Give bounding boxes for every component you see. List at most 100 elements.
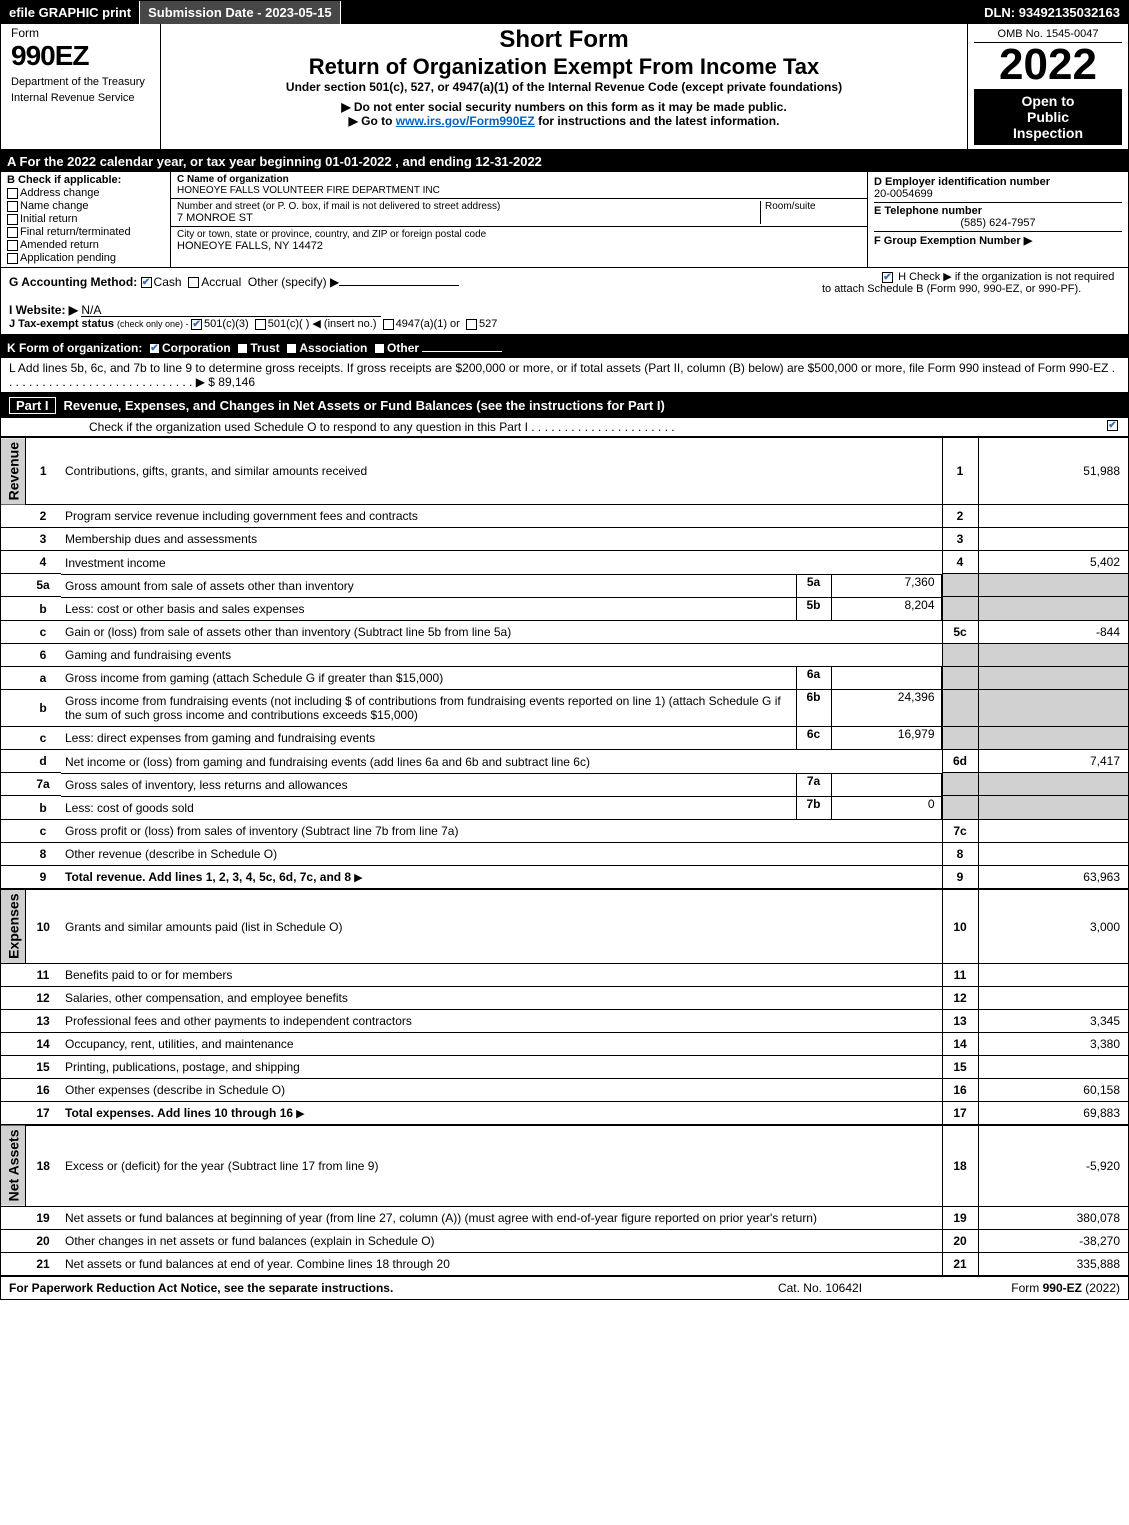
phone-value: (585) 624-7957 [874, 217, 1122, 229]
j-line: J Tax-exempt status (check only one) - 5… [9, 317, 1120, 330]
d-label: D Employer identification number [874, 176, 1122, 188]
k-trust-check[interactable] [237, 343, 248, 354]
e-label: E Telephone number [874, 205, 1122, 217]
row-21: 21 Net assets or fund balances at end of… [1, 1253, 1128, 1276]
b-opt-amended[interactable]: Amended return [7, 239, 164, 251]
section-b: B Check if applicable: Address change Na… [1, 172, 171, 267]
section-def: D Employer identification number 20-0054… [868, 172, 1128, 267]
irs-link[interactable]: www.irs.gov/Form990EZ [396, 114, 535, 128]
row-5a: 5a Gross amount from sale of assets othe… [1, 574, 1128, 597]
j-sub: (check only one) - [117, 319, 191, 329]
section-c: C Name of organization HONEOYE FALLS VOL… [171, 172, 868, 267]
website-value: N/A [81, 303, 381, 317]
paperwork-notice: For Paperwork Reduction Act Notice, see … [9, 1281, 720, 1295]
row-15: 15 Printing, publications, postage, and … [1, 1056, 1128, 1079]
form-header: Form 990EZ Department of the Treasury In… [1, 24, 1128, 151]
inspection-box: Open to Public Inspection [974, 89, 1122, 145]
ein-value: 20-0054699 [874, 188, 1122, 200]
g-cash-check[interactable] [141, 277, 152, 288]
inspection-3: Inspection [976, 125, 1120, 141]
goto-note: ▶ Go to www.irs.gov/Form990EZ for instru… [169, 114, 959, 128]
row-10: Expenses 10 Grants and similar amounts p… [1, 889, 1128, 964]
dln-value: 93492135032163 [1019, 5, 1120, 20]
b-opt-final[interactable]: Final return/terminated [7, 226, 164, 238]
row-14: 14 Occupancy, rent, utilities, and maint… [1, 1033, 1128, 1056]
val-1: 51,988 [978, 438, 1128, 505]
h-check[interactable] [882, 272, 893, 283]
row-16: 16 Other expenses (describe in Schedule … [1, 1079, 1128, 1102]
efile-print-label[interactable]: efile GRAPHIC print [1, 1, 140, 24]
arrow-icon [293, 1106, 305, 1120]
row-18: Net Assets 18 Excess or (deficit) for th… [1, 1125, 1128, 1206]
section-l: L Add lines 5b, 6c, and 7b to line 9 to … [1, 358, 1128, 393]
k-other-input[interactable] [422, 338, 502, 352]
h-text: H Check ▶ if the organization is not req… [822, 271, 1114, 295]
row-17: 17 Total expenses. Add lines 10 through … [1, 1102, 1128, 1126]
k-corp-check[interactable] [149, 343, 160, 354]
header-left: Form 990EZ Department of the Treasury In… [1, 24, 161, 149]
g-label: G Accounting Method: [9, 275, 137, 289]
page-footer: For Paperwork Reduction Act Notice, see … [1, 1275, 1128, 1299]
row-20: 20 Other changes in net assets or fund b… [1, 1230, 1128, 1253]
c-name-box: C Name of organization HONEOYE FALLS VOL… [171, 172, 867, 199]
g-other-input[interactable] [339, 272, 459, 286]
part1-header: Part I Revenue, Expenses, and Changes in… [1, 393, 1128, 418]
j-501c-check[interactable] [255, 319, 266, 330]
form-990ez-page: efile GRAPHIC print Submission Date - 20… [0, 0, 1129, 1300]
j-4947-check[interactable] [383, 319, 394, 330]
side-expenses: Expenses [1, 889, 25, 964]
c-street-box: Number and street (or P. O. box, if mail… [171, 199, 867, 227]
room-label: Room/suite [761, 201, 861, 224]
row-3: 3 Membership dues and assessments 3 [1, 528, 1128, 551]
goto-pre: ▶ Go to [349, 114, 396, 128]
part1-title: Revenue, Expenses, and Changes in Net As… [64, 398, 665, 413]
part1-check-text: Check if the organization used Schedule … [9, 420, 675, 434]
c-label: C Name of organization [177, 174, 861, 185]
l-amount: 89,146 [218, 375, 255, 389]
j-527-check[interactable] [466, 319, 477, 330]
form-word: Form [11, 26, 154, 40]
part1-grid: Revenue 1 Contributions, gifts, grants, … [1, 437, 1128, 1275]
header-mid: Short Form Return of Organization Exempt… [161, 24, 968, 149]
city-label: City or town, state or province, country… [177, 229, 861, 240]
e-box: E Telephone number (585) 624-7957 [874, 203, 1122, 232]
k-other-check[interactable] [374, 343, 385, 354]
row-5b: b Less: cost or other basis and sales ex… [1, 597, 1128, 621]
dln-label: DLN: [984, 5, 1015, 20]
header-right: OMB No. 1545-0047 2022 Open to Public In… [968, 24, 1128, 149]
row-7a: 7a Gross sales of inventory, less return… [1, 773, 1128, 796]
h-box: H Check ▶ if the organization is not req… [822, 270, 1122, 295]
g-accrual-check[interactable] [188, 277, 199, 288]
b-opt-name[interactable]: Name change [7, 200, 164, 212]
j-label: J Tax-exempt status [9, 318, 114, 330]
under-section: Under section 501(c), 527, or 4947(a)(1)… [169, 80, 959, 94]
row-7c: c Gross profit or (loss) from sales of i… [1, 819, 1128, 842]
row-4: 4 Investment income 4 5,402 [1, 551, 1128, 574]
row-19: 19 Net assets or fund balances at beginn… [1, 1207, 1128, 1230]
tax-year: 2022 [974, 43, 1122, 87]
goto-post: for instructions and the latest informat… [535, 114, 780, 128]
section-ghij: G Accounting Method: Cash Accrual Other … [1, 268, 1128, 335]
j-501c3-check[interactable] [191, 319, 202, 330]
b-opt-address[interactable]: Address change [7, 187, 164, 199]
row-6d: d Net income or (loss) from gaming and f… [1, 750, 1128, 773]
k-assoc-check[interactable] [286, 343, 297, 354]
form-title: Return of Organization Exempt From Incom… [169, 54, 959, 80]
form-footer-number: Form 990-EZ (2022) [920, 1281, 1120, 1295]
top-bar: efile GRAPHIC print Submission Date - 20… [1, 1, 1128, 24]
cat-number: Cat. No. 10642I [720, 1281, 920, 1295]
i-line: I Website: ▶ N/A [9, 303, 1120, 317]
row-6: 6 Gaming and fundraising events [1, 643, 1128, 666]
org-name: HONEOYE FALLS VOLUNTEER FIRE DEPARTMENT … [177, 185, 861, 196]
b-opt-pending[interactable]: Application pending [7, 252, 164, 264]
c-city-box: City or town, state or province, country… [171, 227, 867, 254]
submission-date: Submission Date - 2023-05-15 [140, 1, 341, 24]
line-a: A For the 2022 calendar year, or tax yea… [1, 151, 1128, 172]
i-label: I Website: ▶ [9, 303, 78, 317]
f-label: F Group Exemption Number ▶ [874, 235, 1032, 247]
b-opt-initial[interactable]: Initial return [7, 213, 164, 225]
part1-schedule-o-check[interactable] [1107, 420, 1118, 431]
ssn-note: ▶ Do not enter social security numbers o… [169, 100, 959, 114]
street-label: Number and street (or P. O. box, if mail… [177, 201, 756, 212]
dept-irs: Internal Revenue Service [11, 92, 154, 104]
